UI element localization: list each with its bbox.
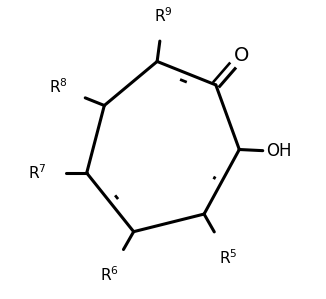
Text: R$^5$: R$^5$	[219, 248, 238, 266]
Text: R$^9$: R$^9$	[154, 6, 173, 25]
Text: R$^6$: R$^6$	[99, 266, 118, 284]
Text: R$^8$: R$^8$	[49, 78, 67, 96]
Text: O: O	[234, 45, 249, 65]
Text: OH: OH	[266, 142, 292, 161]
Text: R$^7$: R$^7$	[28, 164, 47, 182]
